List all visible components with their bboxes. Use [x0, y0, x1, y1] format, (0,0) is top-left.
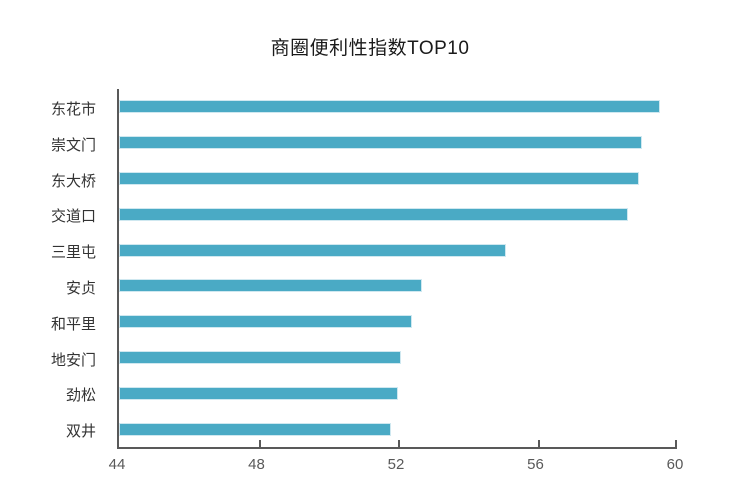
bar-交道口 — [119, 207, 629, 221]
x-axis-tick-56 — [537, 440, 540, 447]
bar-和平里 — [119, 315, 412, 329]
bar-劲松 — [119, 386, 398, 400]
bar-东大桥 — [119, 172, 639, 185]
chart-title: 商圈便利性指数TOP10 — [270, 38, 470, 59]
x-axis-tick-label-60: 60 — [666, 456, 684, 473]
bar-双井 — [119, 422, 392, 436]
category-label-东花市: 东花市 — [50, 100, 96, 118]
x-axis-tick-60 — [675, 440, 677, 447]
bar-地安门 — [119, 351, 402, 364]
x-axis-tick-label-52: 52 — [387, 456, 405, 473]
bar-三里屯 — [119, 243, 507, 257]
category-label-劲松: 劲松 — [65, 387, 96, 405]
bar-东花市 — [119, 100, 660, 114]
y-axis-category-labels: 东花市崇文门东大桥交道口三里屯安贞和平里地安门劲松双井 — [0, 89, 106, 447]
x-axis-tick-52 — [398, 440, 400, 447]
x-axis-tick-48 — [258, 440, 261, 447]
category-label-安贞: 安贞 — [65, 279, 96, 297]
x-axis-tick-label-44: 44 — [108, 456, 126, 473]
x-axis-tick-label-56: 56 — [527, 456, 544, 473]
x-axis-tick-labels: 44 48 52 56 60 — [109, 456, 684, 476]
category-label-东大桥: 东大桥 — [50, 172, 96, 190]
plot-area — [117, 89, 677, 449]
category-label-地安门: 地安门 — [50, 351, 96, 369]
x-axis-tick-label-48: 48 — [248, 456, 265, 473]
category-label-和平里: 和平里 — [50, 315, 96, 333]
category-label-双井: 双井 — [65, 423, 96, 441]
bar-安贞 — [119, 279, 423, 293]
bar-崇文门 — [119, 136, 643, 150]
category-label-交道口: 交道口 — [50, 208, 96, 226]
category-label-崇文门: 崇文门 — [50, 136, 96, 154]
category-label-三里屯: 三里屯 — [50, 244, 96, 262]
